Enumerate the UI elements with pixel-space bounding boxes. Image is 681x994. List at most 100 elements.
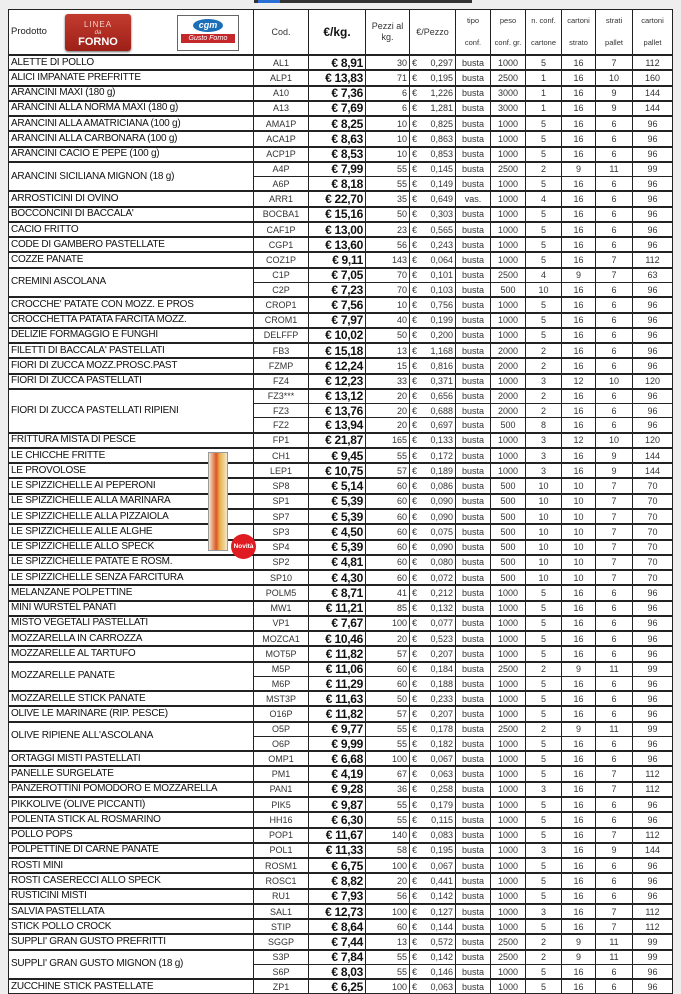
- eur-pezzo-value: 0,146: [430, 966, 453, 977]
- cell-eur-pezzo: €0,182: [409, 735, 456, 752]
- cell-eur-kg: € 7,69: [308, 99, 366, 117]
- cell-strati-pallet: 6: [595, 978, 633, 994]
- cell-eur-kg: € 7,99: [308, 160, 366, 178]
- cell-cartoni-pallet: 96: [632, 190, 673, 208]
- cell-eur-pezzo: €0,297: [409, 53, 456, 71]
- table-row: OLIVE RIPIENE ALL'ASCOLANA O5P € 9,77 55 €0,…: [8, 720, 673, 752]
- cell-cod: CROP1: [253, 296, 309, 314]
- cell-cartoni-pallet: 96: [632, 887, 673, 905]
- logo-cgm-text: cgm: [193, 19, 223, 32]
- cell-nconf: 4: [525, 190, 562, 208]
- product-name: POLENTA STICK AL ROSMARINO: [8, 811, 254, 829]
- cell-peso: 1000: [490, 811, 526, 829]
- cell-cod: SP7: [253, 507, 309, 525]
- cell-peso: 500: [490, 553, 526, 571]
- eur-pezzo-value: 0,063: [430, 981, 453, 992]
- header-peso: peso conf. gr.: [490, 9, 526, 56]
- cell-tipo: busta: [455, 811, 491, 829]
- eur-pezzo-value: 0,063: [430, 769, 453, 780]
- eur-pezzo-value: 0,195: [430, 845, 453, 856]
- cell-pezzi: 60: [365, 477, 410, 495]
- cell-cartoni-pallet: 96: [632, 326, 673, 344]
- eur-pezzo-value: 0,756: [430, 299, 453, 310]
- cell-peso: 1000: [490, 705, 526, 723]
- cell-cod: FZMP: [253, 357, 309, 375]
- cell-tipo: busta: [455, 705, 491, 723]
- cell-pezzi: 100: [365, 614, 410, 632]
- product-name: ARANCINI ALLA AMATRICIANA (100 g): [8, 115, 254, 132]
- product-name: MOZZARELLE AL TARTUFO: [8, 645, 254, 663]
- cell-strati-pallet: 6: [595, 811, 633, 829]
- table-row: DELIZIE FORMAGGIO E FUNGHI DELFFP € 10,02 5…: [8, 326, 673, 344]
- cell-cartoni-pallet: 96: [632, 584, 673, 602]
- cell-eur-pezzo: €0,063: [409, 978, 456, 994]
- cell-eur-kg: € 11,29: [308, 675, 366, 692]
- cell-cartoni-strato: 16: [561, 357, 596, 375]
- table-row: ALICI IMPANATE PREFRITTE ALP1 € 13,83 71 €0,…: [8, 69, 673, 87]
- cell-nconf: 5: [525, 614, 562, 632]
- product-name: ARANCINI ALLA CARBONARA (100 g): [8, 130, 254, 148]
- cell-eur-kg: € 11,33: [308, 841, 366, 859]
- cell-eur-kg: € 8,63: [308, 130, 366, 148]
- cell-peso: 1000: [490, 795, 526, 813]
- cell-nconf: 2: [525, 720, 562, 737]
- cell-nconf: 3: [525, 841, 562, 859]
- cell-cod: M5P: [253, 660, 309, 677]
- currency-symbol: €: [412, 784, 418, 795]
- table-row: CODE DI GAMBERO PASTELLATE CGP1 € 13,60 56 €…: [8, 236, 673, 253]
- cell-nconf: 5: [525, 750, 562, 767]
- cell-pezzi: 60: [365, 675, 410, 692]
- table-row: POLPETTINE DI CARNE PANATE POL1 € 11,33 58 €…: [8, 841, 673, 859]
- currency-symbol: €: [412, 465, 418, 476]
- cell-pezzi: 6: [365, 84, 410, 102]
- cell-cartoni-pallet: 96: [632, 236, 673, 253]
- table-row: LE CHICCHE FRITTE CH1 € 9,45 55 €0,172 busta 1…: [8, 446, 673, 464]
- eur-pezzo-value: 0,172: [430, 450, 453, 461]
- cell-tipo: busta: [455, 342, 491, 359]
- cell-pezzi: 70: [365, 281, 410, 298]
- currency-symbol: €: [412, 633, 418, 644]
- cell-eur-kg: € 11,67: [308, 826, 366, 844]
- cell-cartoni-pallet: 120: [632, 431, 673, 449]
- cell-cartoni-strato: 16: [561, 130, 596, 148]
- cell-cartoni-pallet: 96: [632, 614, 673, 632]
- cell-cartoni-pallet: 99: [632, 160, 673, 178]
- cell-eur-pezzo: €0,146: [409, 963, 456, 980]
- cell-cartoni-pallet: 112: [632, 780, 673, 798]
- cell-nconf: 5: [525, 236, 562, 253]
- cell-cartoni-strato: 16: [561, 675, 596, 692]
- cell-peso: 2000: [490, 342, 526, 359]
- cell-strati-pallet: 6: [595, 145, 633, 163]
- currency-symbol: €: [412, 72, 418, 83]
- cell-cod: A10: [253, 84, 309, 102]
- cell-nconf: 5: [525, 872, 562, 890]
- cell-peso: 1000: [490, 372, 526, 390]
- table-row: MELANZANE POLPETTINE POLM5 € 8,71 41 €0,212 b…: [8, 584, 673, 602]
- cell-peso: 3000: [490, 84, 526, 102]
- product-name: ALICI IMPANATE PREFRITTE: [8, 69, 254, 87]
- eur-pezzo-value: 0,207: [430, 709, 453, 720]
- eur-pezzo-value: 0,142: [430, 952, 453, 963]
- cell-strati-pallet: 6: [595, 675, 633, 692]
- cell-peso: 1000: [490, 190, 526, 208]
- cell-cartoni-pallet: 96: [632, 130, 673, 148]
- cell-nconf: 2: [525, 403, 562, 419]
- cell-cod: CAF1P: [253, 220, 309, 238]
- cell-pezzi: 55: [365, 446, 410, 464]
- product-name: FILETTI DI BACCALA' PASTELLATI: [8, 342, 254, 359]
- eur-pezzo-value: 0,572: [430, 937, 453, 948]
- cell-cartoni-strato: 16: [561, 887, 596, 905]
- cell-cartoni-pallet: 96: [632, 963, 673, 980]
- table-row: ROSTI CASERECCI ALLO SPECK ROSC1 € 8,82 20 €…: [8, 872, 673, 890]
- cell-eur-kg: € 12,23: [308, 372, 366, 390]
- cell-peso: 3000: [490, 99, 526, 117]
- cell-tipo: busta: [455, 53, 491, 71]
- currency-symbol: €: [412, 937, 418, 948]
- cell-strati-pallet: 9: [595, 446, 633, 464]
- cell-eur-pezzo: €0,656: [409, 387, 456, 405]
- eur-pezzo-value: 0,144: [430, 921, 453, 932]
- table-row: LE SPIZZICHELLE ALLA MARINARA SP1 € 5,39 60…: [8, 492, 673, 510]
- cell-cartoni-strato: 9: [561, 160, 596, 178]
- cell-eur-kg: € 15,16: [308, 205, 366, 223]
- cell-nconf: 4: [525, 266, 562, 283]
